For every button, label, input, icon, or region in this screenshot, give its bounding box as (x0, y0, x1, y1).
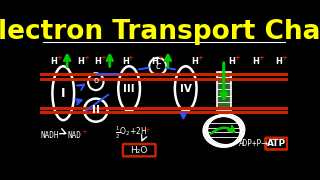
Text: H: H (122, 57, 129, 66)
Text: H: H (95, 57, 101, 66)
Text: +: + (197, 55, 204, 61)
Text: H: H (252, 57, 259, 66)
Text: H: H (192, 57, 198, 66)
Text: II: II (92, 105, 100, 115)
Text: H: H (77, 57, 84, 66)
Text: IV: IV (180, 84, 192, 94)
Text: +: + (258, 55, 264, 61)
Text: +: + (144, 127, 150, 133)
Text: ADP+P: ADP+P (239, 139, 262, 148)
Text: o: o (93, 76, 98, 85)
Bar (217, 72, 231, 110)
Text: +: + (157, 55, 163, 61)
Text: +: + (56, 55, 62, 61)
Text: +: + (128, 55, 134, 61)
Text: c: c (155, 61, 161, 71)
Text: Electron Transport Chain: Electron Transport Chain (0, 19, 320, 45)
Text: +: + (234, 55, 240, 61)
Text: +: + (100, 55, 107, 61)
Text: H: H (151, 57, 158, 66)
Text: NAD: NAD (68, 131, 82, 140)
Text: NADH: NADH (40, 131, 59, 140)
Text: →: → (260, 139, 267, 148)
Text: H: H (275, 57, 282, 66)
Text: ATP: ATP (267, 139, 286, 148)
Text: +: + (81, 129, 87, 135)
Text: H: H (228, 57, 235, 66)
Text: H: H (51, 57, 57, 66)
Text: III: III (123, 84, 135, 94)
Text: H₂O: H₂O (131, 146, 148, 155)
Text: +: + (83, 55, 89, 61)
Text: I: I (61, 87, 66, 100)
Text: $\frac{1}{2}$O$_2$+2H: $\frac{1}{2}$O$_2$+2H (115, 125, 148, 141)
Text: +: + (281, 55, 287, 61)
